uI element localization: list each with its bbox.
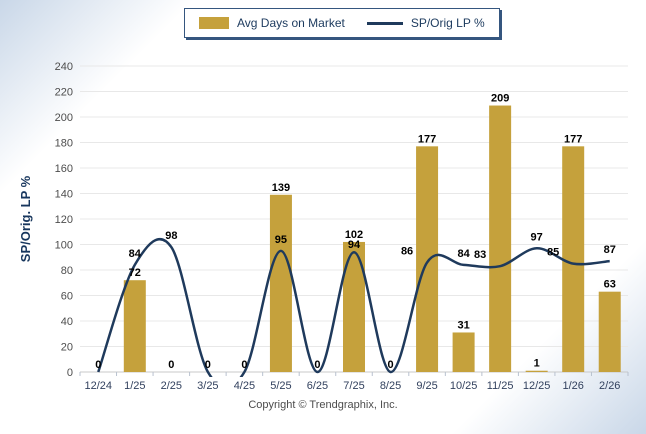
copyright-text: Copyright © Trendgraphix, Inc. <box>248 399 398 411</box>
line-label: 94 <box>348 239 361 251</box>
x-tick-label: 4/25 <box>234 380 255 392</box>
bar-label: 102 <box>345 229 363 241</box>
bar-label: 0 <box>387 359 393 371</box>
legend-item-line-series: SP/Orig LP % <box>366 16 485 30</box>
bar <box>416 146 439 372</box>
bar <box>452 332 475 372</box>
bar-label: 63 <box>604 279 616 291</box>
x-tick-label: 2/26 <box>599 380 620 392</box>
y-tick-label: 160 <box>55 163 73 175</box>
bar <box>562 146 585 372</box>
line-label: 86 <box>401 245 413 257</box>
bar <box>343 241 365 372</box>
bar-label: 1 <box>534 358 540 370</box>
line-label: 97 <box>531 231 543 243</box>
bar <box>489 105 512 373</box>
bar-label: 0 <box>241 359 247 371</box>
line-label: 95 <box>275 234 287 246</box>
line-path <box>97 237 610 377</box>
x-tick-label: 9/25 <box>416 380 437 392</box>
line-label: 83 <box>474 249 486 261</box>
line-label: 98 <box>165 230 177 242</box>
y-tick-label: 20 <box>61 342 73 354</box>
bar-label: 177 <box>418 133 436 145</box>
y-tick-label: 240 <box>55 61 73 73</box>
bar-label: 72 <box>129 267 141 279</box>
y-tick-label: 200 <box>55 112 73 124</box>
y-axis-title: SP/Orig. LP % <box>18 175 33 262</box>
y-tick-label: 40 <box>61 316 73 328</box>
y-tick-label: 120 <box>55 214 73 226</box>
bar <box>123 280 146 372</box>
bar-label: 139 <box>272 182 290 194</box>
bar-label: 31 <box>457 319 469 331</box>
x-tick-label: 3/25 <box>197 380 218 392</box>
line-label: 85 <box>547 247 559 259</box>
y-tick-label: 60 <box>61 291 73 303</box>
bar <box>269 194 292 372</box>
y-tick-label: 0 <box>67 367 73 379</box>
legend-label-line-series: SP/Orig LP % <box>410 16 485 30</box>
y-tick-label: 80 <box>61 265 73 277</box>
bar-label: 0 <box>314 359 320 371</box>
line-label: 87 <box>604 244 616 256</box>
bar <box>525 370 548 372</box>
x-tick-label: 5/25 <box>270 380 291 392</box>
x-tick-label: 7/25 <box>343 380 364 392</box>
x-tick-label: 8/25 <box>380 380 401 392</box>
x-tick-label: 2/25 <box>161 380 182 392</box>
legend-label-bar-series: Avg Days on Market <box>237 16 345 30</box>
x-tick-label: 1/25 <box>124 380 145 392</box>
x-tick-label: 12/24 <box>85 380 113 392</box>
bar-label: 0 <box>205 359 211 371</box>
line-series-swatch-icon <box>366 21 403 25</box>
x-tick-label: 1/26 <box>562 380 583 392</box>
x-tick-label: 11/25 <box>487 380 514 392</box>
chart-legend: Avg Days on Market SP/Orig LP % <box>184 8 500 38</box>
x-tick-label: 10/25 <box>450 380 478 392</box>
bar-series-swatch-icon <box>199 17 229 29</box>
x-tick-label: 12/25 <box>523 380 551 392</box>
legend-item-bar-series: Avg Days on Market <box>199 16 345 30</box>
line-label: 84 <box>457 248 470 260</box>
y-tick-label: 140 <box>55 189 73 201</box>
bar-label: 209 <box>491 93 509 105</box>
y-tick-label: 220 <box>55 87 73 99</box>
bar <box>598 291 621 372</box>
line-label: 84 <box>129 248 142 260</box>
bar-label: 0 <box>168 359 174 371</box>
y-tick-label: 180 <box>55 138 73 150</box>
bar-label: 177 <box>564 133 582 145</box>
x-tick-label: 6/25 <box>307 380 328 392</box>
bar-label: 0 <box>95 359 101 371</box>
y-tick-label: 100 <box>55 240 73 252</box>
